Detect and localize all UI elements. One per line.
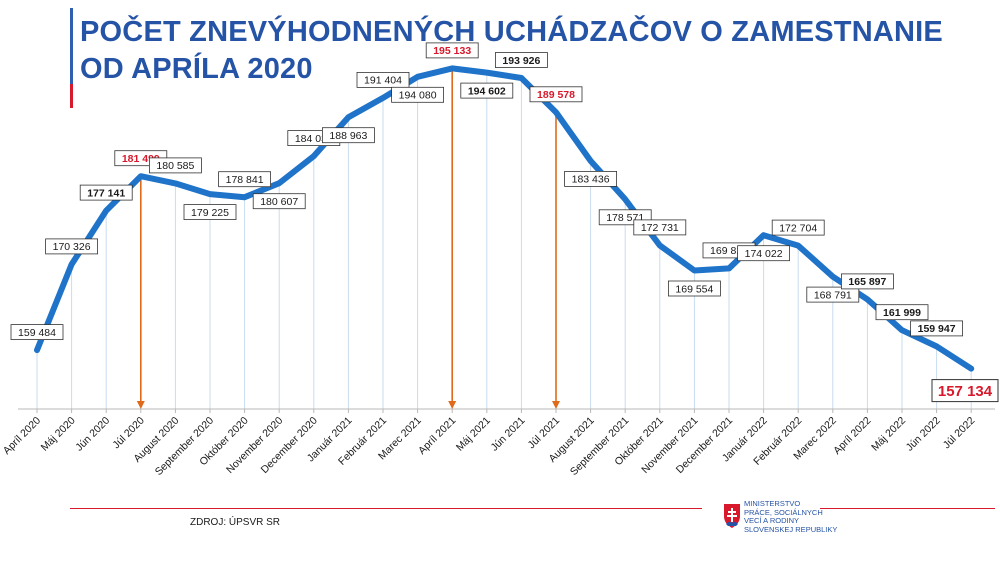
x-tick-label: Jún 2022 <box>904 415 943 454</box>
data-label: 168 791 <box>814 289 852 301</box>
data-label-box <box>875 304 929 321</box>
data-label-box <box>391 86 445 103</box>
footer-divider-left <box>70 508 702 509</box>
data-label-box <box>910 320 963 337</box>
x-tick-label: Jún 2020 <box>73 415 112 454</box>
data-label-box <box>183 204 237 221</box>
title-line-1: POČET ZNEVÝHODNENÝCH UCHÁDZAČOV O ZAMEST… <box>80 16 943 48</box>
data-label-box <box>356 72 410 88</box>
x-tick-label: Máj 2021 <box>454 415 493 454</box>
data-label-box <box>633 219 687 236</box>
data-label-box <box>45 238 98 255</box>
data-label-box <box>425 42 479 59</box>
data-label: 177 141 <box>87 187 125 199</box>
x-tick-label: Jún 2021 <box>488 415 527 454</box>
data-label: 194 080 <box>399 90 437 102</box>
data-label: 178 841 <box>226 174 264 186</box>
data-label: 172 731 <box>641 222 679 234</box>
ministry-line-3: VECÍ A RODINY <box>744 516 800 526</box>
data-label-box <box>321 127 375 144</box>
ministry-line-4: SLOVENSKEJ REPUBLIKY <box>744 524 838 534</box>
data-label: 157 134 <box>938 383 993 400</box>
source-note: ZDROJ: ÚPSVR SR <box>190 517 281 528</box>
ministry-line-2: PRÁCE, SOCIÁLNYCH <box>744 507 823 517</box>
marker-arrowhead <box>552 401 560 409</box>
title-line-2: OD APRÍLA 2020 <box>80 53 313 85</box>
data-label-box <box>668 280 721 297</box>
data-label: 169 554 <box>675 283 713 295</box>
data-label: 189 578 <box>537 89 575 101</box>
title-accent-bar-red <box>70 84 73 108</box>
x-tick-label: Máj 2020 <box>39 415 78 454</box>
x-tick-label: Apríl 2020 <box>1 415 43 457</box>
data-label-box <box>252 193 306 210</box>
data-label: 180 607 <box>260 196 298 208</box>
title-accent-bar-blue <box>70 8 73 84</box>
x-tick-label: Máj 2022 <box>869 415 908 454</box>
data-label-box <box>460 82 514 99</box>
data-label: 174 022 <box>745 248 783 260</box>
data-label: 165 897 <box>848 276 886 288</box>
data-label: 193 926 <box>502 55 540 67</box>
marker-arrowhead <box>136 401 145 409</box>
data-label-box <box>931 379 999 403</box>
data-label-box <box>529 86 583 103</box>
coat-of-arms-icon <box>724 504 740 528</box>
footer-divider-right <box>820 508 995 509</box>
data-label: 170 326 <box>53 241 91 253</box>
data-label-box <box>806 286 860 303</box>
data-label: 159 947 <box>918 323 956 335</box>
ministry-line-1: MINISTERSTVO <box>744 499 801 508</box>
data-label-box <box>148 157 202 174</box>
x-tick-label: Apríl 2021 <box>416 415 458 457</box>
data-label-box <box>841 273 894 290</box>
series-line <box>34 65 975 372</box>
x-tick-label: Apríl 2022 <box>831 415 873 457</box>
data-label: 180 585 <box>156 160 194 172</box>
x-tick-label: Júl 2022 <box>941 415 978 452</box>
data-label-box <box>218 171 272 188</box>
marker-arrowhead <box>448 401 457 409</box>
ministry-name: MINISTERSTVO PRÁCE, SOCIÁLNYCH VECÍ A RO… <box>744 499 838 534</box>
data-label: 161 999 <box>883 307 921 319</box>
data-label-box <box>494 52 548 68</box>
data-label-box <box>737 245 790 262</box>
data-label: 179 225 <box>191 207 229 219</box>
page-title: POČET ZNEVÝHODNENÝCH UCHÁDZAČOV O ZAMEST… <box>80 14 943 88</box>
data-label-box <box>79 184 133 201</box>
data-label: 194 602 <box>468 85 506 97</box>
data-label-box <box>10 324 64 341</box>
data-label: 183 436 <box>572 174 610 186</box>
ministry-logo <box>724 504 740 528</box>
data-label: 188 963 <box>329 130 367 142</box>
data-label: 195 133 <box>433 45 471 57</box>
data-label: 172 704 <box>779 222 817 234</box>
data-label: 159 484 <box>18 327 56 339</box>
data-label: 191 404 <box>364 75 402 87</box>
data-label-box <box>771 219 825 236</box>
data-label-box <box>564 170 617 187</box>
